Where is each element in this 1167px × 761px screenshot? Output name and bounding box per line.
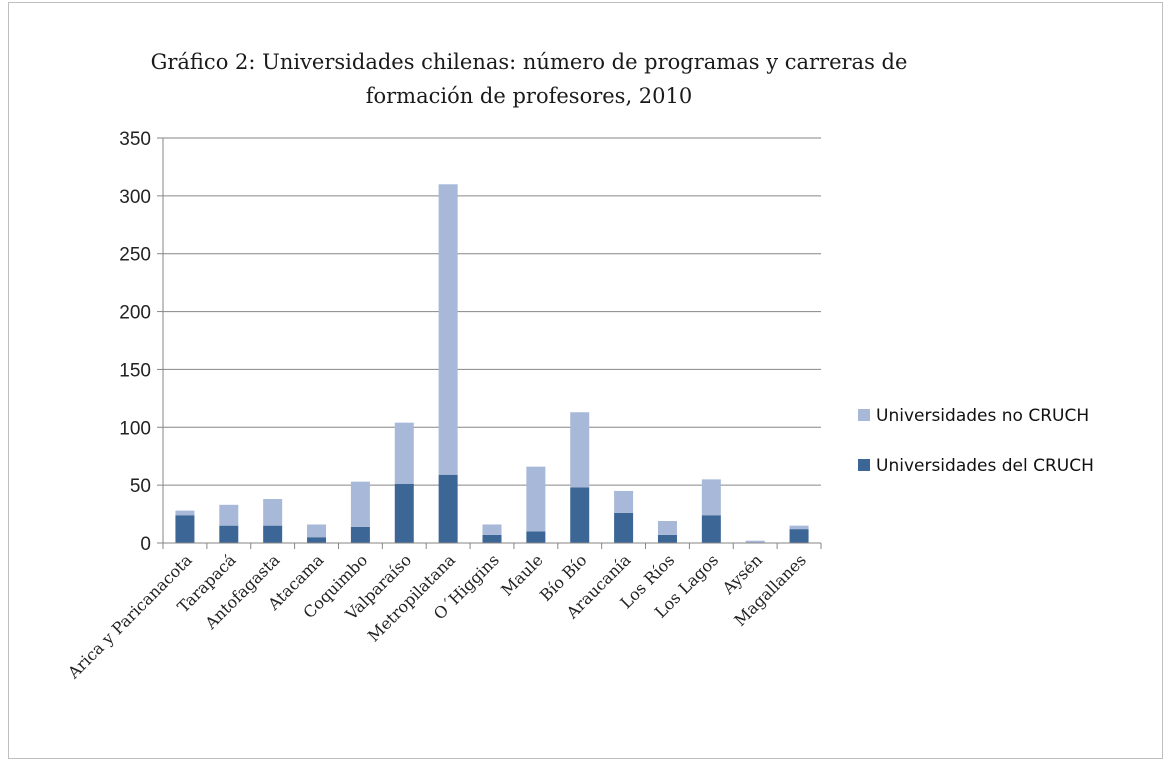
legend: Universidades no CRUCH Universidades del… [858, 406, 1094, 476]
bar-cruch [438, 474, 458, 543]
chart-title-line-1: Gráfico 2: Universidades chilenas: númer… [151, 50, 908, 74]
y-tick-label: 150 [119, 360, 151, 381]
chart-frame: Gráfico 2: Universidades chilenas: númer… [8, 2, 1163, 759]
legend-swatch-cruch [858, 459, 870, 471]
bar-no-cruch [789, 525, 809, 530]
bar-cruch [307, 537, 327, 543]
bar-no-cruch [657, 521, 677, 535]
legend-swatch-no-cruch [858, 409, 870, 421]
stacked-bar-chart: Gráfico 2: Universidades chilenas: númer… [63, 50, 1094, 683]
x-tick-label: Arica y Paricanacota [63, 550, 196, 683]
bar-cruch [219, 525, 239, 543]
bar-no-cruch [307, 524, 327, 538]
bar-cruch [570, 487, 590, 543]
bar-no-cruch [438, 184, 458, 475]
bar-no-cruch [175, 510, 195, 516]
bar-cruch [350, 526, 370, 543]
bar-no-cruch [614, 490, 634, 513]
bar-cruch [789, 529, 809, 543]
legend-label-cruch: Universidades del CRUCH [876, 456, 1094, 476]
bar-cruch [657, 534, 677, 543]
bar-no-cruch [570, 412, 590, 488]
chart-title-line-2: formación de profesores, 2010 [366, 84, 693, 108]
legend-label-no-cruch: Universidades no CRUCH [876, 406, 1089, 426]
y-tick-label: 300 [119, 187, 151, 208]
bar-cruch [614, 512, 634, 543]
y-tick-label: 100 [119, 418, 151, 439]
y-tick-label: 350 [119, 129, 151, 150]
gridlines [163, 137, 821, 486]
y-tick-label: 250 [119, 245, 151, 266]
bar-no-cruch [745, 540, 765, 543]
bar-no-cruch [482, 524, 502, 535]
y-tick-label: 50 [130, 476, 151, 497]
y-tick-label: 200 [119, 303, 151, 324]
bar-cruch [482, 534, 502, 543]
bar-no-cruch [526, 466, 546, 532]
bar-no-cruch [263, 499, 283, 526]
bar-no-cruch [394, 422, 414, 484]
bar-cruch [701, 515, 721, 543]
bar-no-cruch [350, 481, 370, 527]
y-tick-label: 0 [140, 534, 151, 555]
bar-no-cruch [701, 479, 721, 516]
bar-cruch [263, 525, 283, 543]
bar-cruch [526, 531, 546, 543]
bar-cruch [394, 483, 414, 543]
bars [175, 184, 809, 543]
bar-cruch [175, 515, 195, 543]
bar-no-cruch [219, 504, 239, 526]
